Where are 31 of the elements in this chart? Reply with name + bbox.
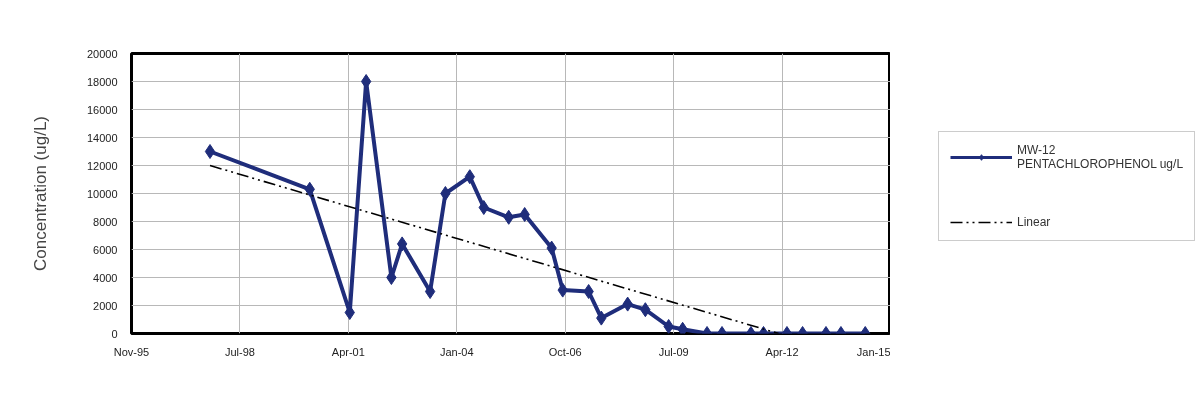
y-tick-label: 20000 xyxy=(86,47,118,60)
point xyxy=(204,144,216,159)
y-tick-label: 4000 xyxy=(93,271,118,284)
point xyxy=(396,236,408,252)
y-tick-label: 2000 xyxy=(93,299,118,312)
y-tick-label: 16000 xyxy=(86,103,118,116)
x-tick-label: Jan-15 xyxy=(856,345,891,358)
x-tick-label: Jan-04 xyxy=(439,345,474,358)
x-tick-label: Nov-95 xyxy=(113,345,150,358)
point xyxy=(519,207,530,222)
y-tick-label: 12000 xyxy=(86,159,118,172)
x-tick-label: Apr-12 xyxy=(765,345,799,358)
y-tick-label: 0 xyxy=(111,327,118,340)
y-tick-label: 6000 xyxy=(93,243,118,256)
point xyxy=(424,284,436,299)
x-tick-label: Jul-09 xyxy=(658,345,689,358)
point xyxy=(677,321,688,334)
point xyxy=(478,200,489,215)
text: Linear xyxy=(1017,215,1051,229)
y-tick-label: 10000 xyxy=(86,187,118,200)
y-tick-label: 14000 xyxy=(86,131,118,144)
y-axis-title: Concentration (ug/L) xyxy=(30,116,50,271)
x-tick-label: Jul-98 xyxy=(224,345,255,358)
y-tick-label: 8000 xyxy=(93,215,118,228)
x-tick-label: Oct-06 xyxy=(548,345,582,358)
point xyxy=(440,186,451,201)
point xyxy=(663,319,674,334)
text: MW-12 PENTACHLOROPHENOL ug/L xyxy=(1017,143,1184,171)
y-tick-label: 18000 xyxy=(86,75,118,88)
point xyxy=(583,284,594,299)
x-tick-label: Apr-01 xyxy=(331,345,365,358)
